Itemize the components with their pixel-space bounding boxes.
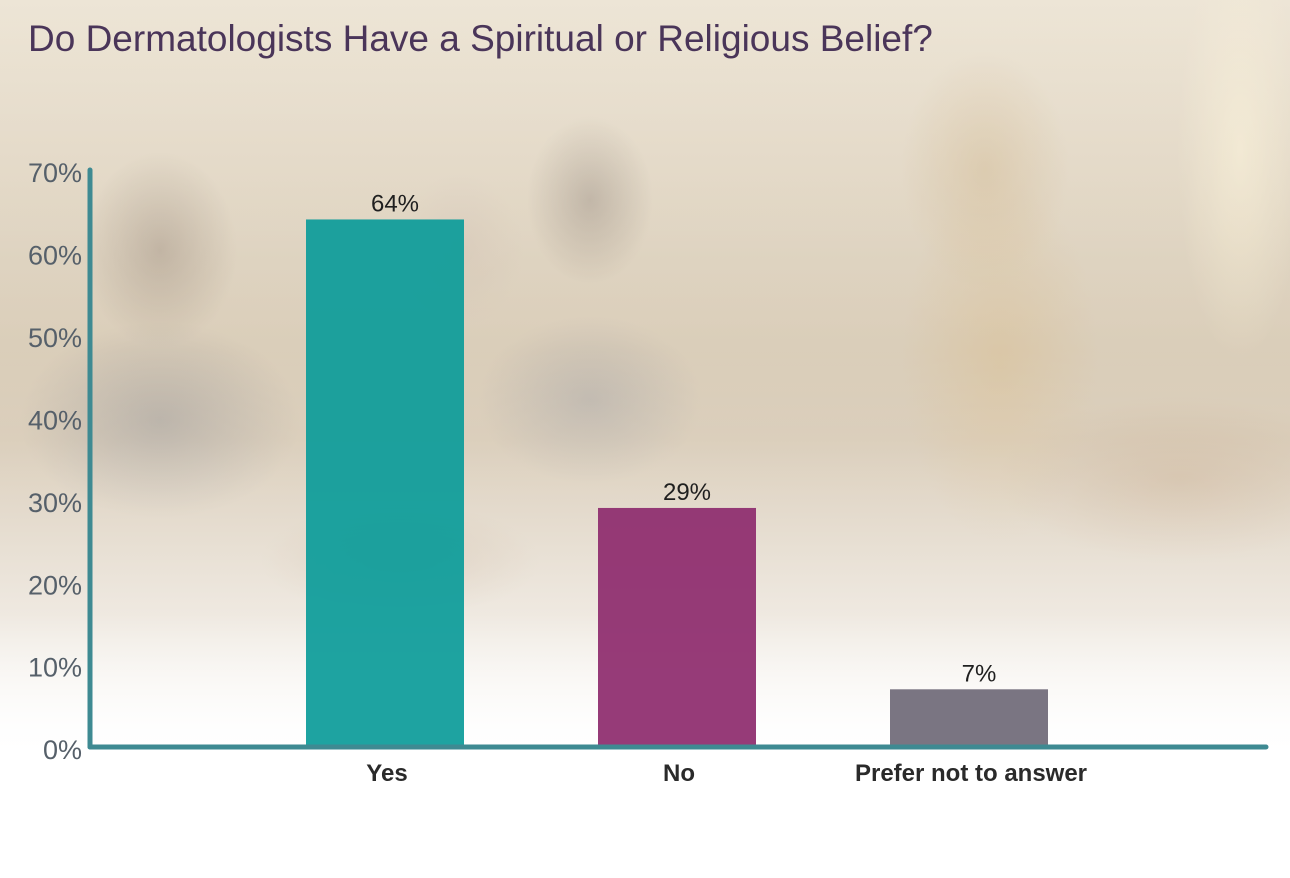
value-label: 64% [371,190,419,217]
y-tick-label: 0% [43,735,82,765]
chart-title: Do Dermatologists Have a Spiritual or Re… [28,18,933,59]
y-tick-label: 30% [28,488,82,518]
value-labels: 64% 29% 7% [371,190,996,687]
x-tick-label: Prefer not to answer [855,760,1087,787]
x-tick-label: No [663,760,695,787]
value-label: 7% [962,660,997,687]
bar-prefer-not-to-answer [890,689,1048,747]
bar-no [598,507,756,747]
value-label: 29% [663,479,711,506]
y-tick-label: 50% [28,323,82,353]
bar-yes [306,219,464,747]
y-tick-label: 70% [28,158,82,188]
y-axis-ticks: 0% 10% 20% 30% 40% 50% 60% 70% [28,158,82,765]
y-tick-label: 20% [28,570,82,600]
y-tick-label: 10% [28,653,82,683]
bars [306,219,1048,747]
y-tick-label: 40% [28,405,82,435]
y-tick-label: 60% [28,241,82,271]
x-axis-ticks: Yes No Prefer not to answer [366,760,1087,787]
x-tick-label: Yes [366,760,407,787]
